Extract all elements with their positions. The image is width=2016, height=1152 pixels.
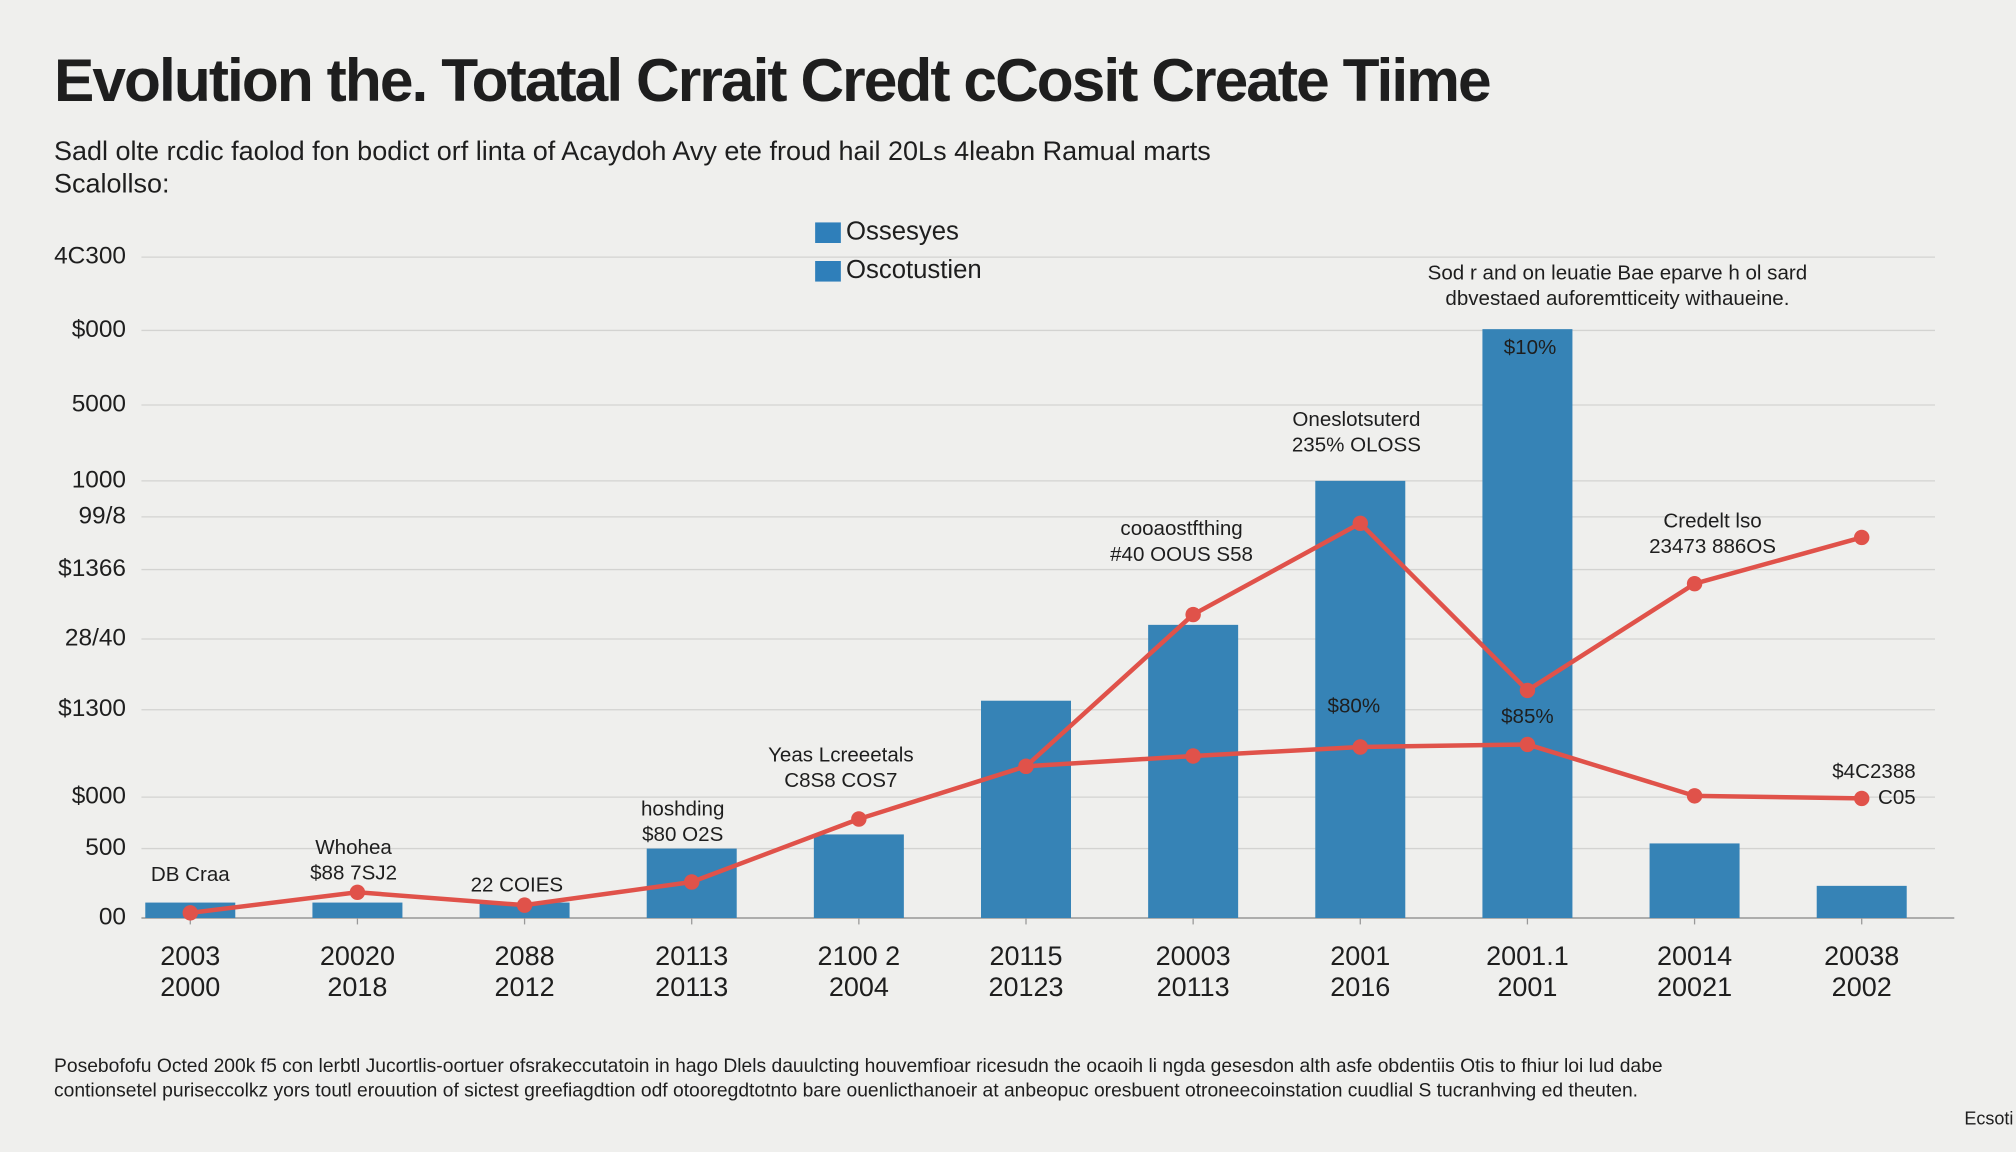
footnote: Posebofofu Octed 200k f5 con lerbtl Juco… [54,1056,1663,1077]
annotation: dbvestaed auforemtticeity withaueine. [1445,287,1789,310]
y-tick-label: $000 [72,316,126,343]
annotation: 22 COIES [471,873,564,896]
legend-label: Ossesyes [846,218,959,246]
x-tick-label: 2000 [160,972,220,1002]
chart-title: Evolution the. Totatal Crrait Credt cCos… [54,46,1490,114]
bar [1148,624,1239,918]
x-tick-label: 20113 [1157,972,1230,1002]
x-tick-label: 20038 [1824,941,1899,971]
y-tick-label: 00 [99,903,126,930]
subtitle: Scalollso: [54,168,170,198]
annotation: C05 [1878,786,1916,809]
line-point [684,874,700,890]
y-tick-label: $1300 [58,695,126,722]
x-tick-label: 2001 [1330,941,1390,971]
annotation: $85% [1501,705,1554,728]
annotation: $80% [1328,695,1381,718]
x-tick-label: 20123 [988,972,1063,1002]
annotation: $88 7SJ2 [310,862,397,885]
line-point [1352,739,1368,755]
legend-label: Oscotustien [846,256,982,284]
annotation: 23473 886OS [1649,535,1776,558]
annotation: Sod r and on leuatie Bae eparve h ol sar… [1428,261,1808,284]
subtitle: Sadl olte rcdic faolod fon bodict orf li… [54,136,1211,166]
annotation: cooaostfthing [1120,517,1242,540]
y-tick-label: 500 [85,834,126,861]
line [1025,742,1862,801]
bar [1482,329,1573,919]
line-point [349,884,366,900]
line-point [1854,790,1870,807]
line-point [1185,606,1201,623]
x-tick-label: 20003 [1156,941,1231,971]
bar [1816,885,1907,918]
x-tick-label: 20014 [1657,941,1732,971]
legend-swatch [815,261,841,282]
annotation: hoshding [641,797,724,820]
line-point [1018,758,1034,774]
annotation: Whohea [315,836,392,859]
line-point [1519,736,1536,753]
x-tick-label: 20020 [320,941,395,971]
annotation: 235% OLOSS [1292,434,1421,457]
line-point [1686,576,1703,592]
x-tick-label: 2002 [1832,972,1892,1002]
x-tick-label: 2012 [495,972,555,1002]
annotation: DB Craa [151,863,230,886]
x-tick-label: 2088 [495,941,555,971]
line-point [1686,788,1703,804]
x-tick-label: 2100 2 [818,941,901,971]
watermark: Ecsoti [1964,1109,2013,1129]
line-point [1519,682,1536,699]
line-point [516,897,533,913]
line-point [851,811,867,827]
bar [1649,843,1740,918]
bar [981,700,1071,918]
x-tick-label: 2001 [1497,972,1557,1002]
annotation: Oneslotsuterd [1292,408,1420,431]
bar [813,834,904,918]
x-tick-label: 20021 [1657,972,1732,1002]
annotation: $4C2388 [1832,760,1915,783]
annotation: Credelt lso [1663,509,1761,532]
annotation: C8S8 COS7 [784,769,897,792]
annotation: #40 OOUS S58 [1110,543,1253,566]
y-tick-label: 5000 [72,390,126,417]
x-tick-label: 2016 [1330,972,1390,1002]
line-point [182,905,198,921]
y-tick-label: 99/8 [78,502,126,529]
x-tick-label: 2003 [160,941,220,971]
y-tick-label: 4C300 [54,243,126,270]
annotation: $80 O2S [642,823,723,846]
x-tick-label: 2001.1 [1486,941,1569,971]
footnote: contionsetel puriseccolkz yors toutl ero… [54,1081,1638,1102]
y-tick-label: $1366 [58,555,126,582]
annotation: $10% [1504,336,1557,359]
line-point [1854,529,1870,546]
y-tick-label: 1000 [72,466,126,493]
line-point [1185,748,1201,764]
x-tick-label: 2018 [327,972,387,1002]
annotation: Yeas Lcreeetals [768,743,914,766]
x-tick-label: 20113 [655,972,728,1002]
bar [312,902,403,918]
x-tick-label: 2004 [829,972,889,1002]
legend-swatch [815,222,841,243]
y-tick-label: 28/40 [65,624,126,651]
x-tick-label: 20115 [989,941,1062,971]
line-point [1352,515,1368,531]
x-tick-label: 20113 [655,941,728,971]
y-tick-label: $000 [72,783,126,810]
